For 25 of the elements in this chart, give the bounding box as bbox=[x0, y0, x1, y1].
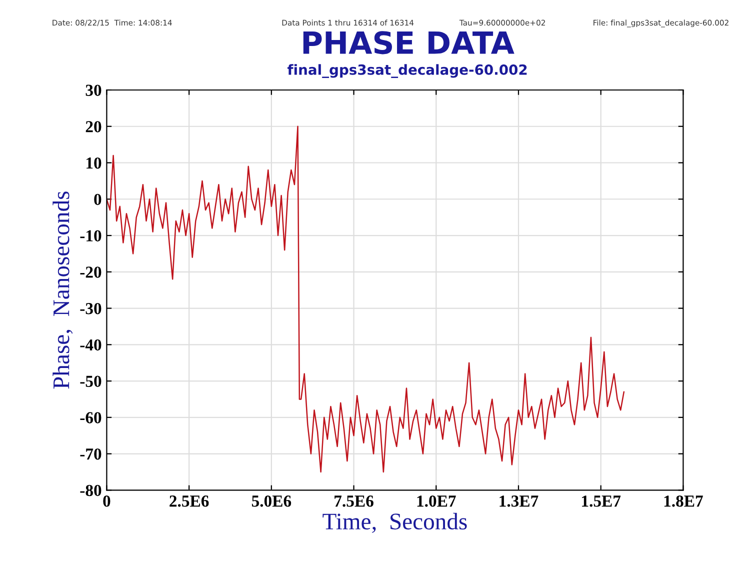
x-tick-label: 1.3E7 bbox=[500, 496, 538, 507]
y-tick-label: -40 bbox=[80, 339, 102, 351]
y-tick-label: -10 bbox=[80, 230, 102, 242]
y-axis-title: Phase, Nanoseconds bbox=[52, 192, 73, 389]
x-axis-title: Time, Seconds bbox=[322, 512, 467, 533]
x-tick-label: 2.5E6 bbox=[170, 496, 209, 507]
y-tick-label: 0 bbox=[94, 194, 102, 206]
y-tick-label: -50 bbox=[80, 376, 102, 387]
x-tick-label: 1.5E7 bbox=[582, 496, 621, 507]
y-tick-label: -60 bbox=[80, 412, 102, 424]
y-tick-label: -70 bbox=[80, 448, 102, 460]
x-tick-label: 5.0E6 bbox=[252, 496, 292, 507]
x-tick-label: 1.0E7 bbox=[417, 496, 456, 507]
chart-title: PHASE DATA bbox=[303, 31, 514, 54]
y-tick-label: 20 bbox=[86, 121, 102, 132]
y-tick-label: 30 bbox=[86, 84, 102, 96]
x-tick-label: 7.5E6 bbox=[334, 496, 374, 507]
x-tick-label: 1.8E7 bbox=[664, 496, 703, 507]
chart-subtitle: final_gps3sat_decalage-60.002 bbox=[288, 64, 527, 78]
x-tick-label: 0 bbox=[103, 496, 110, 507]
y-tick-label: -80 bbox=[80, 484, 102, 496]
y-tick-label: 10 bbox=[86, 157, 102, 169]
line-series bbox=[106, 126, 625, 473]
y-tick-label: -30 bbox=[80, 302, 102, 314]
y-tick-label: -20 bbox=[80, 266, 102, 278]
